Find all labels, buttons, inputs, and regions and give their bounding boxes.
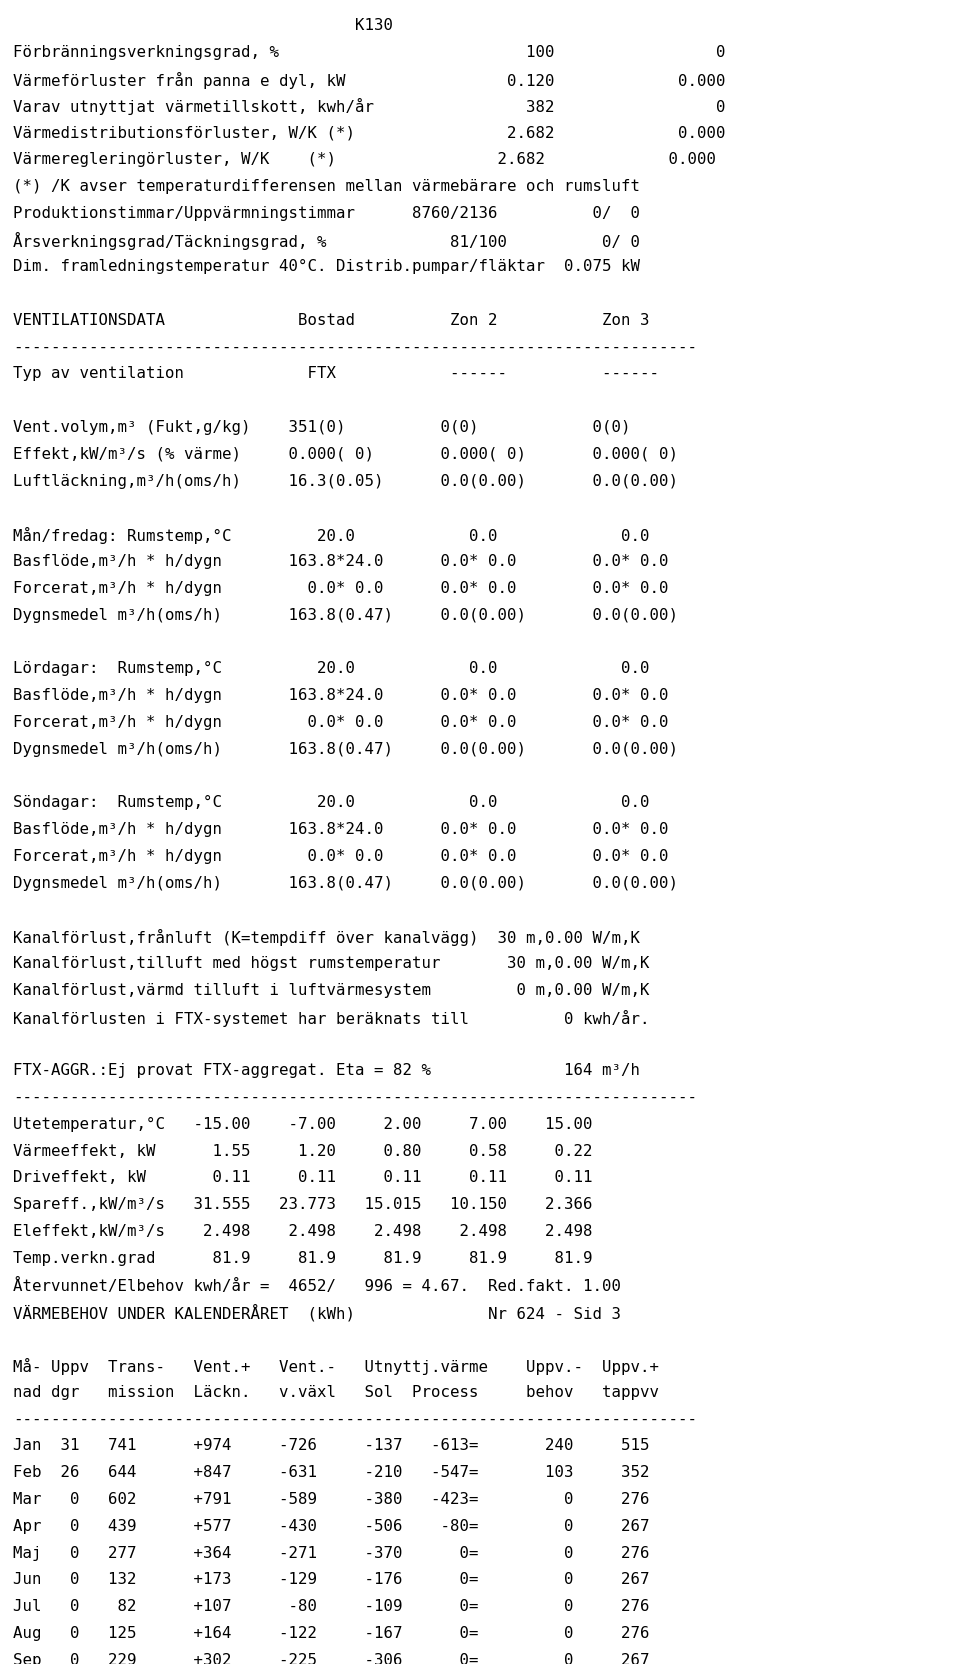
- Text: Mån/fredag: Rumstemp,°C         20.0            0.0             0.0: Mån/fredag: Rumstemp,°C 20.0 0.0 0.0: [13, 527, 650, 544]
- Text: nad dgr   mission  Läckn.   v.växl   Sol  Process     behov   tappvv: nad dgr mission Läckn. v.växl Sol Proces…: [13, 1384, 659, 1399]
- Text: Aug   0   125      +164     -122     -167      0=         0     276: Aug 0 125 +164 -122 -167 0= 0 276: [13, 1626, 650, 1641]
- Text: Värmeeffekt, kW      1.55     1.20     0.80     0.58     0.22: Värmeeffekt, kW 1.55 1.20 0.80 0.58 0.22: [13, 1143, 592, 1158]
- Text: Basflöde,m³/h * h/dygn       163.8*24.0      0.0* 0.0        0.0* 0.0: Basflöde,m³/h * h/dygn 163.8*24.0 0.0* 0…: [13, 687, 668, 702]
- Text: Forcerat,m³/h * h/dygn         0.0* 0.0      0.0* 0.0        0.0* 0.0: Forcerat,m³/h * h/dygn 0.0* 0.0 0.0* 0.0…: [13, 849, 668, 864]
- Text: Sep   0   229      +302     -225     -306      0=         0     267: Sep 0 229 +302 -225 -306 0= 0 267: [13, 1652, 650, 1664]
- Text: Söndagar:  Rumstemp,°C          20.0            0.0             0.0: Söndagar: Rumstemp,°C 20.0 0.0 0.0: [13, 795, 650, 810]
- Text: Värmeförluster från panna e dyl, kW                 0.120             0.000: Värmeförluster från panna e dyl, kW 0.12…: [13, 72, 726, 88]
- Text: Apr   0   439      +577     -430     -506    -80=         0     267: Apr 0 439 +577 -430 -506 -80= 0 267: [13, 1519, 650, 1534]
- Text: Jul   0    82      +107      -80     -109      0=         0     276: Jul 0 82 +107 -80 -109 0= 0 276: [13, 1599, 650, 1614]
- Text: Dygnsmedel m³/h(oms/h)       163.8(0.47)     0.0(0.00)       0.0(0.00): Dygnsmedel m³/h(oms/h) 163.8(0.47) 0.0(0…: [13, 875, 678, 890]
- Text: Eleffekt,kW/m³/s    2.498    2.498    2.498    2.498    2.498: Eleffekt,kW/m³/s 2.498 2.498 2.498 2.498…: [13, 1225, 592, 1240]
- Text: ------------------------------------------------------------------------: ----------------------------------------…: [13, 1090, 697, 1105]
- Text: Förbränningsverkningsgrad, %                          100                 0: Förbränningsverkningsgrad, % 100 0: [13, 45, 726, 60]
- Text: Årsverkningsgrad/Täckningsgrad, %             81/100          0/ 0: Årsverkningsgrad/Täckningsgrad, % 81/100…: [13, 233, 640, 250]
- Text: ------------------------------------------------------------------------: ----------------------------------------…: [13, 1411, 697, 1426]
- Text: Luftläckning,m³/h(oms/h)     16.3(0.05)      0.0(0.00)       0.0(0.00): Luftläckning,m³/h(oms/h) 16.3(0.05) 0.0(…: [13, 474, 678, 489]
- Text: Forcerat,m³/h * h/dygn         0.0* 0.0      0.0* 0.0        0.0* 0.0: Forcerat,m³/h * h/dygn 0.0* 0.0 0.0* 0.0…: [13, 581, 668, 596]
- Text: Dygnsmedel m³/h(oms/h)       163.8(0.47)     0.0(0.00)       0.0(0.00): Dygnsmedel m³/h(oms/h) 163.8(0.47) 0.0(0…: [13, 742, 678, 757]
- Text: Dim. framledningstemperatur 40°C. Distrib.pumpar/fläktar  0.075 kW: Dim. framledningstemperatur 40°C. Distri…: [13, 260, 640, 275]
- Text: ------------------------------------------------------------------------: ----------------------------------------…: [13, 339, 697, 354]
- Text: VÄRMEBEHOV UNDER KALENDERÅRET  (kWh)              Nr 624 - Sid 3: VÄRMEBEHOV UNDER KALENDERÅRET (kWh) Nr 6…: [13, 1305, 621, 1321]
- Text: Forcerat,m³/h * h/dygn         0.0* 0.0      0.0* 0.0        0.0* 0.0: Forcerat,m³/h * h/dygn 0.0* 0.0 0.0* 0.0…: [13, 716, 668, 730]
- Text: Värmedistributionsförluster, W/K (*)                2.682             0.000: Värmedistributionsförluster, W/K (*) 2.6…: [13, 125, 726, 140]
- Text: Kanalförlust,frånluft (K=tempdiff över kanalvägg)  30 m,0.00 W/m,K: Kanalförlust,frånluft (K=tempdiff över k…: [13, 929, 640, 947]
- Text: Må- Uppv  Trans-   Vent.+   Vent.-   Utnyttj.värme    Uppv.-  Uppv.+: Må- Uppv Trans- Vent.+ Vent.- Utnyttj.vä…: [13, 1358, 659, 1374]
- Text: Värmeregleringörluster, W/K    (*)                 2.682             0.000: Värmeregleringörluster, W/K (*) 2.682 0.…: [13, 151, 716, 166]
- Text: Varav utnyttjat värmetillskott, kwh/år                382                 0: Varav utnyttjat värmetillskott, kwh/år 3…: [13, 98, 726, 115]
- Text: Återvunnet/Elbehov kwh/år =  4652/   996 = 4.67.  Red.fakt. 1.00: Återvunnet/Elbehov kwh/år = 4652/ 996 = …: [13, 1278, 621, 1293]
- Text: VENTILATIONSDATA              Bostad          Zon 2           Zon 3: VENTILATIONSDATA Bostad Zon 2 Zon 3: [13, 313, 650, 328]
- Text: Typ av ventilation             FTX            ------          ------: Typ av ventilation FTX ------ ------: [13, 366, 659, 381]
- Text: Driveffekt, kW       0.11     0.11     0.11     0.11     0.11: Driveffekt, kW 0.11 0.11 0.11 0.11 0.11: [13, 1170, 592, 1185]
- Text: Produktionstimmar/Uppvärmningstimmar      8760/2136          0/  0: Produktionstimmar/Uppvärmningstimmar 876…: [13, 206, 640, 221]
- Text: Lördagar:  Rumstemp,°C          20.0            0.0             0.0: Lördagar: Rumstemp,°C 20.0 0.0 0.0: [13, 661, 650, 676]
- Text: Maj   0   277      +364     -271     -370      0=         0     276: Maj 0 277 +364 -271 -370 0= 0 276: [13, 1546, 650, 1561]
- Text: Kanalförlusten i FTX-systemet har beräknats till          0 kwh/år.: Kanalförlusten i FTX-systemet har beräkn…: [13, 1010, 650, 1027]
- Text: Effekt,kW/m³/s (% värme)     0.000( 0)       0.000( 0)       0.000( 0): Effekt,kW/m³/s (% värme) 0.000( 0) 0.000…: [13, 448, 678, 463]
- Text: Utetemperatur,°C   -15.00    -7.00     2.00     7.00    15.00: Utetemperatur,°C -15.00 -7.00 2.00 7.00 …: [13, 1117, 592, 1132]
- Text: Temp.verkn.grad      81.9     81.9     81.9     81.9     81.9: Temp.verkn.grad 81.9 81.9 81.9 81.9 81.9: [13, 1251, 592, 1266]
- Text: Feb  26   644      +847     -631     -210   -547=       103     352: Feb 26 644 +847 -631 -210 -547= 103 352: [13, 1466, 650, 1481]
- Text: FTX-AGGR.:Ej provat FTX-aggregat. Eta = 82 %              164 m³/h: FTX-AGGR.:Ej provat FTX-aggregat. Eta = …: [13, 1063, 640, 1078]
- Text: K130: K130: [13, 18, 393, 33]
- Text: Jun   0   132      +173     -129     -176      0=         0     267: Jun 0 132 +173 -129 -176 0= 0 267: [13, 1572, 650, 1587]
- Text: Kanalförlust,värmd tilluft i luftvärmesystem         0 m,0.00 W/m,K: Kanalförlust,värmd tilluft i luftvärmesy…: [13, 983, 650, 998]
- Text: Basflöde,m³/h * h/dygn       163.8*24.0      0.0* 0.0        0.0* 0.0: Basflöde,m³/h * h/dygn 163.8*24.0 0.0* 0…: [13, 822, 668, 837]
- Text: Vent.volym,m³ (Fukt,g/kg)    351(0)          0(0)            0(0): Vent.volym,m³ (Fukt,g/kg) 351(0) 0(0) 0(…: [13, 419, 631, 434]
- Text: Basflöde,m³/h * h/dygn       163.8*24.0      0.0* 0.0        0.0* 0.0: Basflöde,m³/h * h/dygn 163.8*24.0 0.0* 0…: [13, 554, 668, 569]
- Text: Spareff.,kW/m³/s   31.555   23.773   15.015   10.150    2.366: Spareff.,kW/m³/s 31.555 23.773 15.015 10…: [13, 1196, 592, 1211]
- Text: (*) /K avser temperaturdifferensen mellan värmebärare och rumsluft: (*) /K avser temperaturdifferensen mella…: [13, 178, 640, 193]
- Text: Jan  31   741      +974     -726     -137   -613=       240     515: Jan 31 741 +974 -726 -137 -613= 240 515: [13, 1438, 650, 1453]
- Text: Kanalförlust,tilluft med högst rumstemperatur       30 m,0.00 W/m,K: Kanalförlust,tilluft med högst rumstempe…: [13, 957, 650, 972]
- Text: Dygnsmedel m³/h(oms/h)       163.8(0.47)     0.0(0.00)       0.0(0.00): Dygnsmedel m³/h(oms/h) 163.8(0.47) 0.0(0…: [13, 607, 678, 622]
- Text: Mar   0   602      +791     -589     -380   -423=         0     276: Mar 0 602 +791 -589 -380 -423= 0 276: [13, 1493, 650, 1508]
